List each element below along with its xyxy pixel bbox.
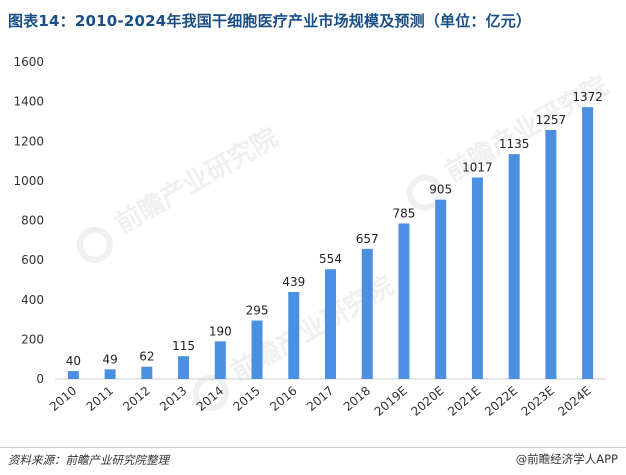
source-note: 资料来源：前瞻产业研究院整理 bbox=[8, 453, 169, 467]
footer-divider bbox=[0, 447, 626, 448]
bar bbox=[398, 223, 410, 379]
y-tick-label: 1000 bbox=[13, 174, 44, 188]
data-label: 1135 bbox=[499, 137, 530, 151]
x-tick-label: 2014 bbox=[194, 384, 226, 414]
data-label: 62 bbox=[139, 350, 154, 364]
bar bbox=[178, 356, 190, 379]
bar bbox=[582, 107, 594, 380]
data-label: 1017 bbox=[462, 161, 493, 175]
y-tick-label: 0 bbox=[36, 372, 44, 386]
y-tick-label: 800 bbox=[21, 214, 44, 228]
brand-credit-text: @前瞻经济学人APP bbox=[515, 452, 618, 466]
data-label: 785 bbox=[393, 206, 416, 220]
bar bbox=[141, 366, 153, 379]
data-label: 190 bbox=[209, 324, 232, 338]
x-tick-label: 2010 bbox=[47, 384, 79, 414]
bar-chart: 0 200 400 600 800 1000 1200 1400 1600 40 2010 49 201… bbox=[13, 55, 606, 419]
brand-credit: @前瞻经济学人APP bbox=[516, 451, 618, 467]
bar bbox=[104, 369, 116, 379]
bar bbox=[361, 248, 373, 379]
bar bbox=[67, 371, 79, 379]
y-tick-label: 1200 bbox=[13, 134, 44, 148]
x-tick-label: 2023E bbox=[519, 384, 557, 419]
x-tick-label: 2022E bbox=[482, 384, 520, 419]
y-tick-label: 200 bbox=[21, 332, 44, 346]
chart-title: 图表14：2010-2024年我国干细胞医疗产业市场规模及预测（单位：亿元） bbox=[8, 12, 532, 30]
x-tick-label: 2015 bbox=[231, 384, 263, 414]
bar bbox=[508, 154, 520, 379]
y-tick-label: 1600 bbox=[13, 55, 44, 69]
data-label: 1372 bbox=[572, 90, 603, 104]
x-tick-label: 2017 bbox=[304, 384, 336, 414]
bar bbox=[214, 341, 226, 379]
y-tick-label: 600 bbox=[21, 253, 44, 267]
x-tick-label: 2024E bbox=[555, 384, 593, 419]
data-label: 295 bbox=[246, 304, 269, 318]
bar bbox=[471, 177, 483, 379]
y-tick-label: 400 bbox=[21, 293, 44, 307]
bar bbox=[325, 269, 336, 379]
data-label: 439 bbox=[282, 275, 305, 289]
data-label: 905 bbox=[429, 183, 452, 197]
x-tick-label: 2020E bbox=[408, 384, 446, 419]
data-label: 554 bbox=[319, 252, 342, 266]
x-tick-label: 2019E bbox=[372, 384, 410, 419]
x-tick-label: 2013 bbox=[157, 384, 189, 414]
bar bbox=[288, 292, 300, 379]
data-label: 1257 bbox=[536, 113, 567, 127]
data-label: 657 bbox=[356, 232, 379, 246]
x-tick-label: 2011 bbox=[84, 384, 116, 414]
data-label: 49 bbox=[102, 352, 117, 366]
x-tick-label: 2021E bbox=[445, 384, 483, 419]
bar bbox=[545, 129, 557, 379]
x-tick-label: 2018 bbox=[341, 384, 373, 414]
data-label: 115 bbox=[172, 339, 195, 353]
y-tick-label: 1400 bbox=[13, 95, 44, 109]
x-tick-label: 2016 bbox=[267, 384, 299, 414]
x-tick-label: 2012 bbox=[120, 384, 152, 414]
bar bbox=[435, 199, 447, 379]
bar bbox=[251, 320, 263, 379]
data-label: 40 bbox=[66, 354, 81, 368]
